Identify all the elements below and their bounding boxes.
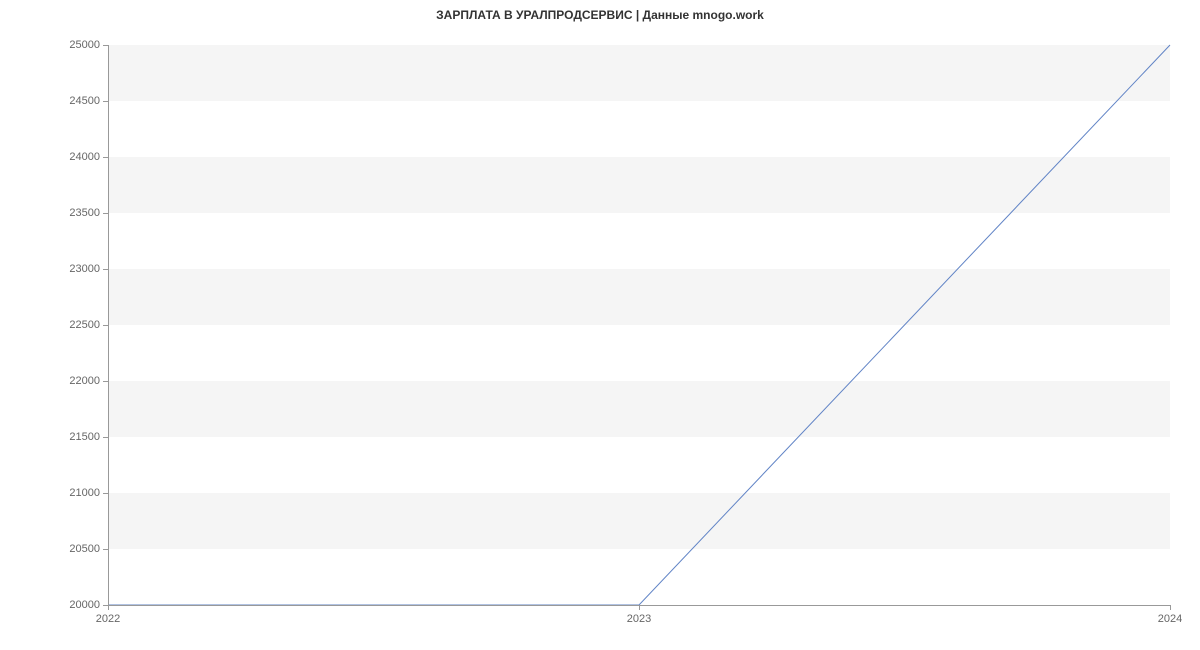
y-tick-label: 23000	[69, 263, 100, 275]
y-tick-label: 25000	[69, 39, 100, 51]
x-tick-label: 2022	[96, 613, 120, 625]
x-axis-line	[108, 605, 1170, 606]
y-tick-label: 21500	[69, 431, 100, 443]
series-line-salary	[108, 45, 1170, 605]
y-tick-label: 21000	[69, 487, 100, 499]
y-tick-label: 22500	[69, 319, 100, 331]
x-tick-label: 2024	[1158, 613, 1182, 625]
salary-line-chart: ЗАРПЛАТА В УРАЛПРОДСЕРВИС | Данные mnogo…	[0, 0, 1200, 650]
line-series-layer	[108, 45, 1170, 605]
y-tick-label: 23500	[69, 207, 100, 219]
y-tick-label: 22000	[69, 375, 100, 387]
y-tick-label: 24000	[69, 151, 100, 163]
y-tick-label: 24500	[69, 95, 100, 107]
chart-title: ЗАРПЛАТА В УРАЛПРОДСЕРВИС | Данные mnogo…	[0, 8, 1200, 22]
y-tick-label: 20000	[69, 599, 100, 611]
x-tick-mark	[1170, 605, 1171, 610]
plot-area: 2000020500210002150022000225002300023500…	[108, 45, 1170, 605]
y-tick-label: 20500	[69, 543, 100, 555]
y-axis-line	[108, 45, 109, 605]
x-tick-label: 2023	[627, 613, 651, 625]
